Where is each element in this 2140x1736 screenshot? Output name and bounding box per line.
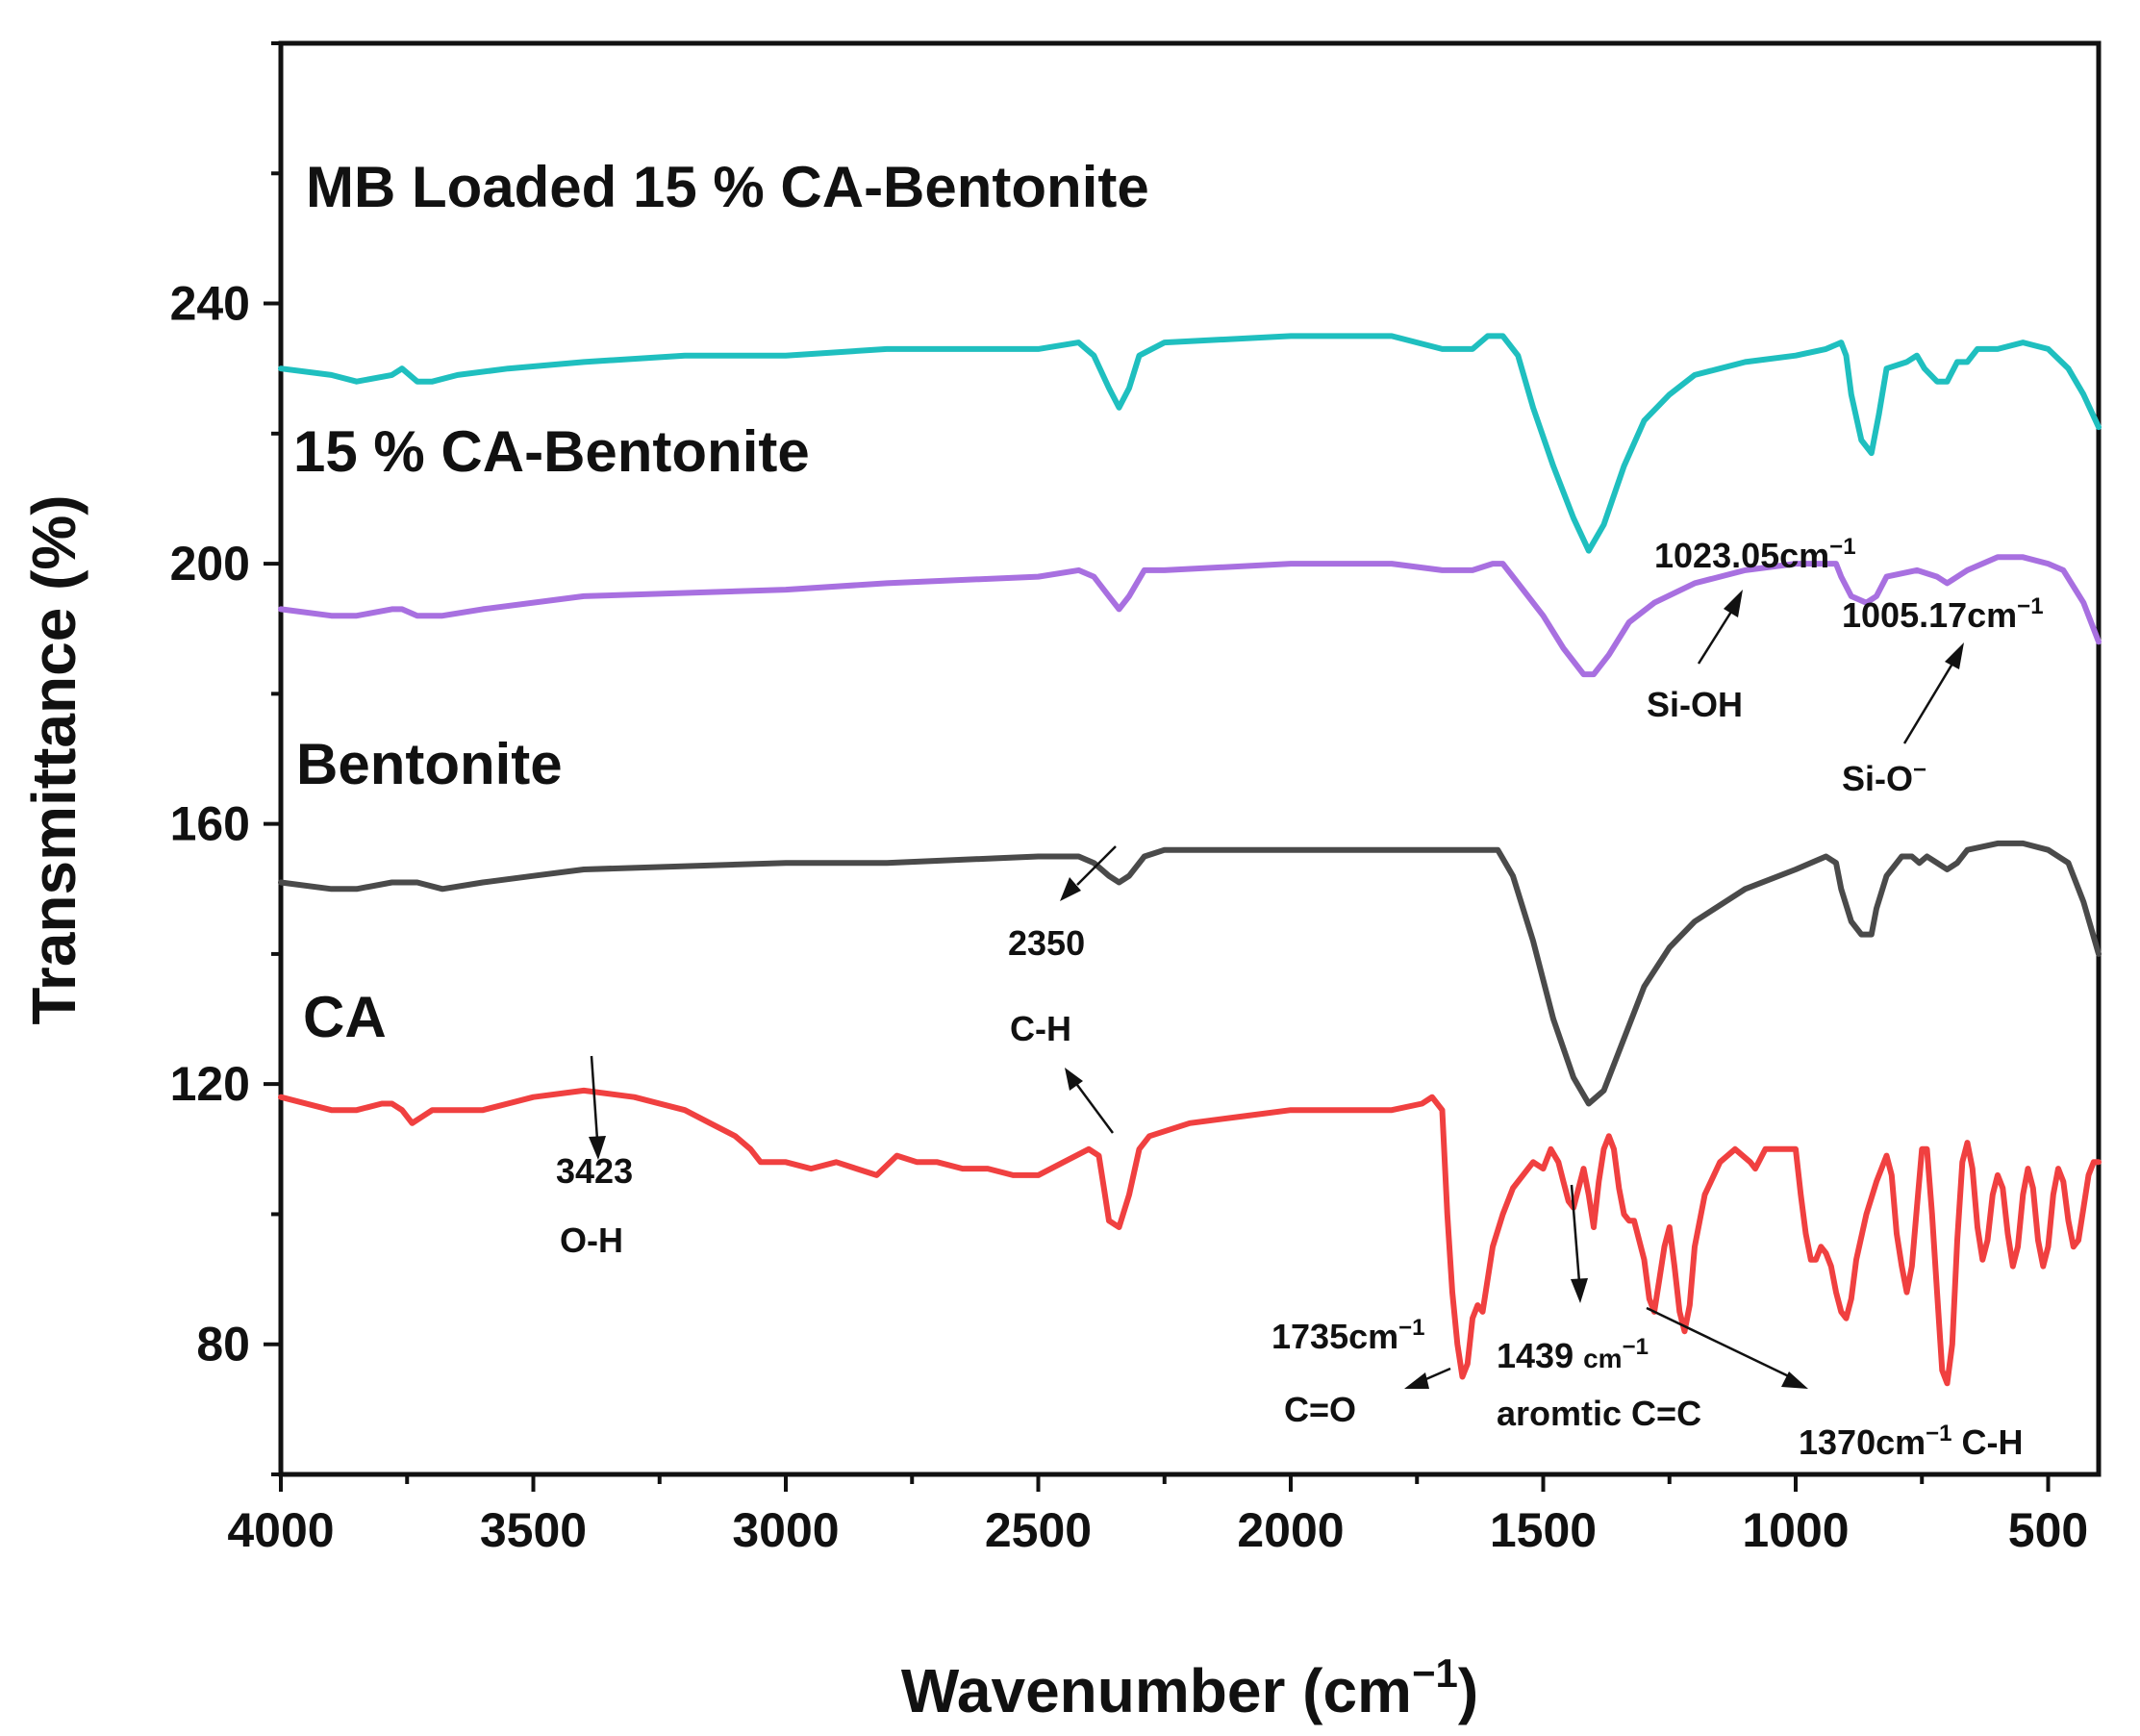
x-tick-label: 2500 xyxy=(985,1503,1092,1557)
arrowhead-sioh xyxy=(1724,590,1743,617)
arrow-sio xyxy=(1902,663,1954,744)
arrowhead-co xyxy=(1404,1372,1429,1389)
annot-1735: 1735cm−1 xyxy=(1271,1315,1425,1356)
series-label-bentonite: Bentonite xyxy=(296,732,563,796)
y-tick-label: 200 xyxy=(170,537,250,591)
annot-co: C=O xyxy=(1284,1390,1356,1429)
y-tick-label: 240 xyxy=(170,277,250,331)
arrowhead-ch xyxy=(1065,1068,1083,1091)
arrowhead-1370 xyxy=(1781,1371,1808,1389)
arrowhead-1439 xyxy=(1571,1278,1588,1303)
annot-2350: 2350 xyxy=(1008,923,1085,963)
x-tick-label: 3500 xyxy=(480,1503,587,1557)
x-axis-title: Wavenumber (cm−1) xyxy=(901,1650,1478,1725)
annot-3423: 3423 xyxy=(556,1151,633,1191)
annot-ch: C-H xyxy=(1010,1009,1071,1048)
arrowhead-sio xyxy=(1945,642,1964,669)
arrow-ch xyxy=(1075,1084,1115,1134)
arrow-1370 xyxy=(1646,1306,1796,1381)
series-line-mb-loaded-15-ca-bentonite xyxy=(278,333,2102,554)
arrow-1439 xyxy=(1570,1184,1581,1283)
annot-1439: 1439 cm−1 xyxy=(1497,1334,1649,1375)
annot-sio: Si-O− xyxy=(1842,757,1926,798)
annot-1023: 1023.05cm−1 xyxy=(1654,534,1856,575)
annot-1005: 1005.17cm−1 xyxy=(1842,593,2044,635)
arrow-2350 xyxy=(1076,845,1117,886)
series-layer xyxy=(278,333,2102,1387)
arrow-oh xyxy=(590,1055,599,1141)
arrowhead-oh xyxy=(589,1136,606,1160)
y-axis: 80 120 160 200 240 xyxy=(170,41,281,1476)
series-label-ca: CA xyxy=(303,985,387,1049)
series-line-15-ca-bentonite xyxy=(278,554,2102,678)
annot-1370: 1370cm−1 C-H xyxy=(1799,1421,2024,1462)
x-tick-label: 4000 xyxy=(227,1503,334,1557)
x-tick-label: 1500 xyxy=(1490,1503,1597,1557)
y-tick-label: 120 xyxy=(170,1057,250,1111)
y-axis-title: Transmittance (%) xyxy=(19,494,88,1024)
x-tick-label: 1000 xyxy=(1742,1503,1849,1557)
x-tick-label: 500 xyxy=(2008,1503,2088,1557)
series-label-mb-loaded: MB Loaded 15 % CA-Bentonite xyxy=(306,155,1149,219)
plot-frame xyxy=(278,40,2102,1477)
arrowhead-2350 xyxy=(1060,877,1081,901)
x-axis: 4000 3500 3000 2500 2000 1500 1000 500 xyxy=(227,1474,2088,1557)
arrow-sioh xyxy=(1697,611,1733,665)
x-tick-label: 3000 xyxy=(732,1503,839,1557)
annot-sioh: Si-OH xyxy=(1647,685,1743,724)
series-label-ca-bentonite: 15 % CA-Bentonite xyxy=(293,419,810,484)
x-tick-label: 2000 xyxy=(1237,1503,1344,1557)
annot-aromatic-cc: aromtic C=C xyxy=(1497,1394,1701,1433)
series-line-ca xyxy=(278,1087,2102,1387)
y-tick-label: 80 xyxy=(196,1318,250,1371)
annot-oh: O-H xyxy=(560,1220,623,1260)
series-line-bentonite xyxy=(278,840,2102,1107)
y-tick-label: 160 xyxy=(170,797,250,851)
